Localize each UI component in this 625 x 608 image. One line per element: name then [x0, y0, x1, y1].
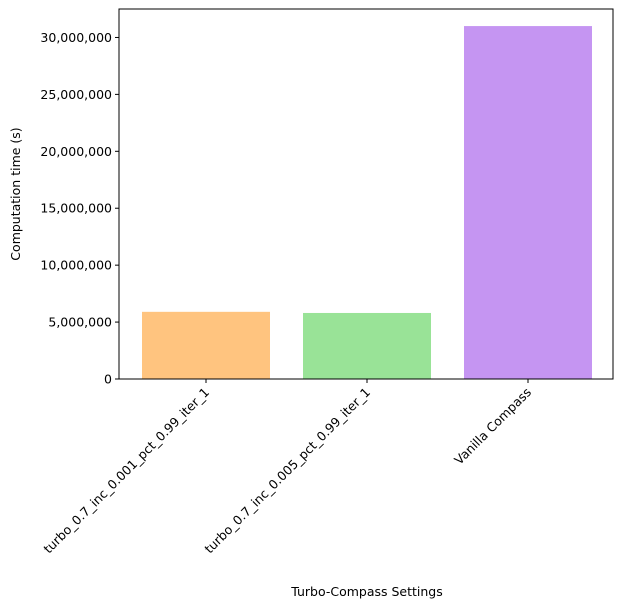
- bar-2: [303, 312, 431, 379]
- y-axis-ticks: 0 5,000,000 10,000,000 15,000,000 20,000,000…: [40, 30, 119, 387]
- y-tick-label: 0: [104, 372, 112, 387]
- y-tick-label: 20,000,000: [40, 144, 112, 159]
- y-tick-label: 30,000,000: [40, 30, 112, 45]
- y-tick-label: 25,000,000: [40, 87, 112, 102]
- y-tick-label: 10,000,000: [40, 258, 112, 273]
- y-tick-label: 15,000,000: [40, 201, 112, 216]
- x-tick-label: turbo_0.7_inc_0.005_pct_0.99_iter_1: [201, 385, 373, 557]
- bar-1: [142, 311, 270, 379]
- x-tick-label: Vanilla Compass: [451, 385, 534, 468]
- bar-3: [464, 26, 592, 379]
- x-tick-label: turbo_0.7_inc_0.001_pct_0.99_iter_1: [40, 385, 212, 557]
- x-axis-ticks: turbo_0.7_inc_0.001_pct_0.99_iter_1turbo…: [40, 379, 534, 556]
- y-tick-label: 5,000,000: [48, 315, 112, 330]
- y-axis-label: Computation time (s): [8, 127, 23, 260]
- x-axis-label: Turbo-Compass Settings: [290, 584, 443, 599]
- bars-group: [142, 26, 592, 379]
- plot-area-frame: [118, 8, 614, 380]
